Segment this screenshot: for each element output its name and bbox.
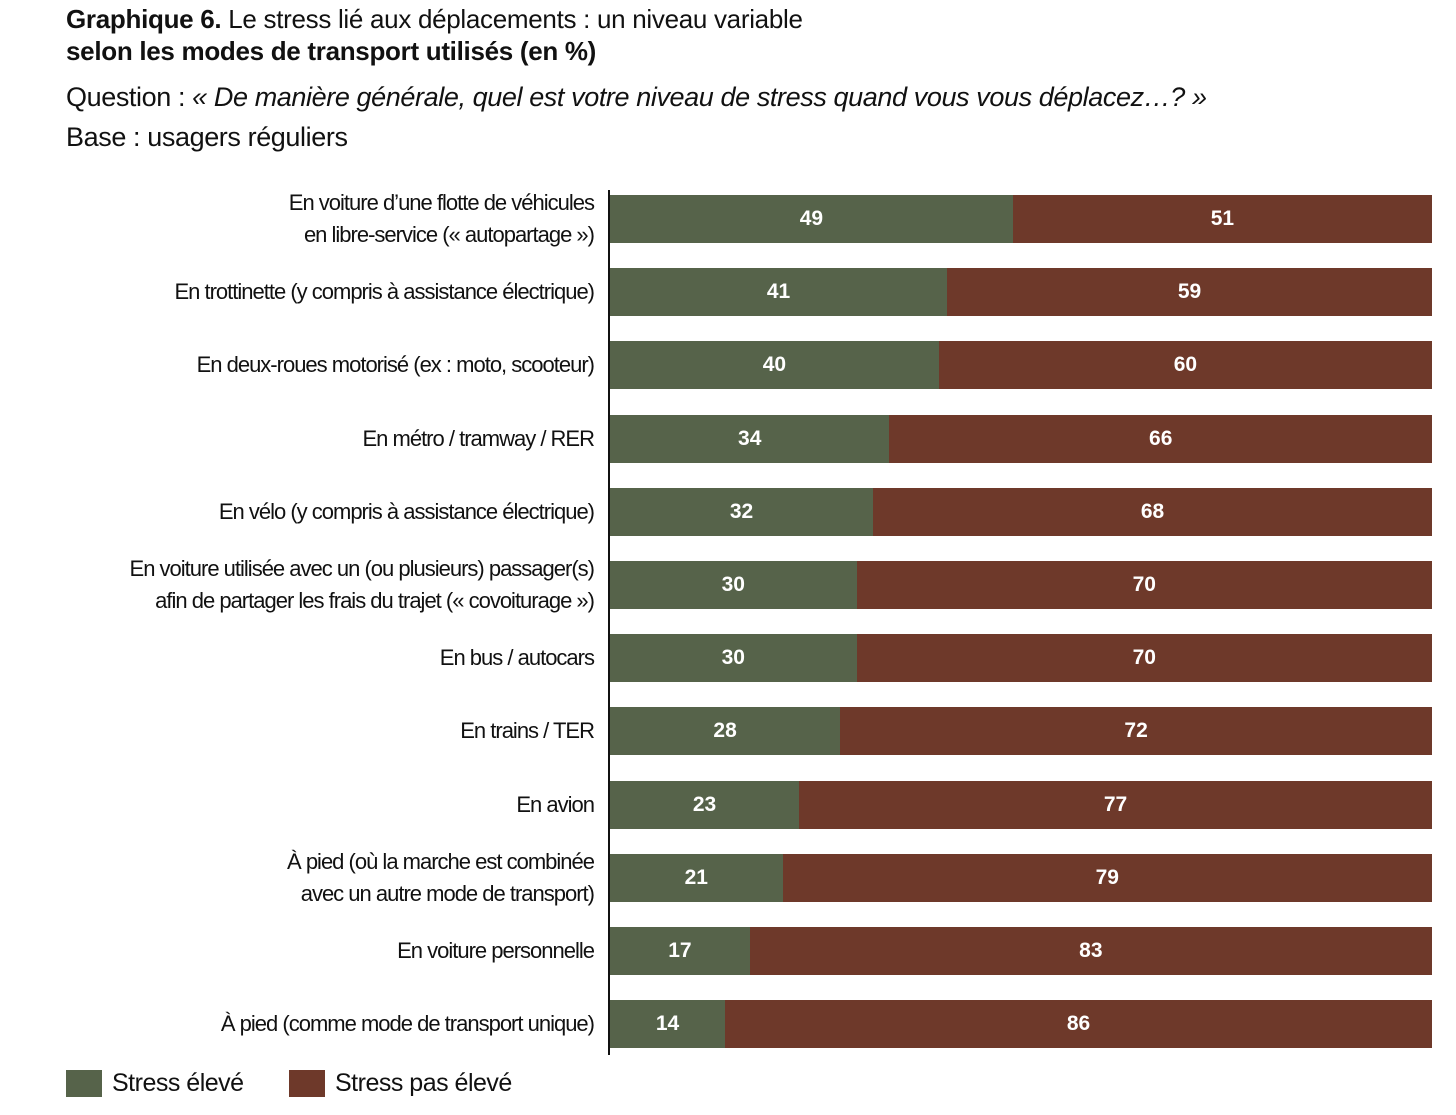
legend-swatch-not-high [289,1070,325,1097]
category-label: En voiture personnelle [397,935,595,967]
bar-stress-not-high: 66 [889,414,1432,463]
bar-stress-high: 17 [610,927,750,975]
bar-stress-not-high: 70 [856,561,1432,609]
data-label: 83 [1079,939,1103,962]
category-label-line: En voiture utilisée avec un (ou plusieur… [129,556,595,581]
legend-item-high: Stress élevé [66,1069,244,1098]
data-label: 51 [1210,207,1235,230]
data-label: 34 [738,426,762,450]
bar-stress-high: 49 [610,195,1013,243]
data-label: 32 [729,499,754,523]
data-label: 28 [713,719,737,743]
bar-stress-high: 34 [610,414,890,463]
bar-stress-not-high: 68 [873,487,1432,536]
data-label: 23 [692,792,717,816]
category-label-line: En vélo (y compris à assistance électriq… [218,498,595,524]
category-label: En bus / autocars [439,642,595,674]
category-label: En vélo (y compris à assistance électriq… [218,496,595,528]
category-label-line: En voiture d’une flotte de véhicules [288,190,595,215]
category-label-line: En métro / tramway / RER [362,425,595,451]
category-label: En avion [516,789,595,821]
category-label-line: afin de partager les frais du trajet (« … [155,588,595,613]
category-label: En métro / tramway / RER [362,423,595,455]
bar-stress-high: 21 [610,853,783,902]
chart-title-line2: selon les modes de transport utilisés (e… [66,36,597,66]
data-label: 40 [762,353,787,377]
chart-title-line1: Graphique 6. Le stress lié aux déplaceme… [66,4,803,34]
bar-stress-not-high: 83 [749,927,1432,975]
legend-swatch-high [66,1070,102,1097]
category-label: En voiture d’une flotte de véhicules en l… [288,187,595,251]
category-label: À pied (où la marche est combinée avec un… [287,846,595,910]
legend-item-not-high: Stress pas élevé [289,1069,512,1098]
data-label: 30 [721,646,745,670]
bar-stress-not-high: 86 [725,1000,1432,1049]
category-label-line: En trains / TER [460,718,595,744]
bar-stress-high: 23 [610,780,800,829]
base-text: Base : usagers réguliers [66,122,348,152]
bar-stress-not-high: 70 [856,634,1432,683]
question: Question : « De manière générale, quel e… [66,82,1207,112]
bar-stress-high: 40 [610,341,939,390]
data-label: 86 [1066,1012,1091,1036]
data-label: 49 [799,207,824,230]
data-label: 21 [684,865,708,889]
bar-stress-not-high: 79 [782,853,1432,902]
y-axis-line [608,190,610,1055]
category-label-line: En voiture personnelle [397,938,595,963]
data-label: 68 [1140,499,1165,523]
bar-stress-high: 30 [610,634,857,683]
data-label: 79 [1095,865,1119,889]
bar-stress-not-high: 72 [840,707,1432,756]
category-label: En trains / TER [460,715,595,747]
category-label: À pied (comme mode de transport unique) [220,1008,595,1040]
category-label: En voiture utilisée avec un (ou plusieur… [129,553,595,617]
category-label-line: À pied (où la marche est combinée [287,848,595,874]
legend-label: Stress pas élevé [335,1069,512,1097]
data-label: 41 [766,280,791,304]
bar-stress-not-high: 51 [1012,195,1432,243]
data-label: 77 [1103,792,1128,816]
data-label: 59 [1177,280,1202,304]
category-label-line: En bus / autocars [439,645,595,671]
bar-stress-high: 28 [610,707,841,756]
bar-stress-high: 41 [610,268,948,317]
data-label: 70 [1132,573,1156,596]
category-label: En deux-roues motorisé (ex : moto, scoot… [196,349,595,381]
bar-stress-high: 32 [610,487,874,536]
category-label: En trottinette (y compris à assistance é… [174,276,595,308]
data-label: 60 [1173,353,1198,377]
data-label: 66 [1149,426,1173,450]
data-label: 72 [1124,719,1148,743]
category-label-line: avec un autre mode de transport) [300,880,595,906]
category-label-line: En trottinette (y compris à assistance é… [174,279,595,305]
category-label-line: En deux-roues motorisé (ex : moto, scoot… [196,352,595,378]
data-label: 17 [668,939,692,962]
category-label-line: en libre-service (« autopartage ») [303,222,595,247]
category-label-line: À pied (comme mode de transport unique) [220,1011,595,1037]
data-label: 14 [655,1012,680,1036]
category-label-line: En avion [516,791,595,817]
bar-stress-not-high: 60 [938,341,1432,390]
bar-stress-high: 14 [610,1000,726,1049]
data-label: 70 [1132,646,1156,670]
legend-label: Stress élevé [112,1069,244,1097]
data-label: 30 [721,573,745,596]
bar-stress-not-high: 59 [947,268,1432,317]
bar-stress-not-high: 77 [799,780,1432,829]
bar-stress-high: 30 [610,561,857,609]
